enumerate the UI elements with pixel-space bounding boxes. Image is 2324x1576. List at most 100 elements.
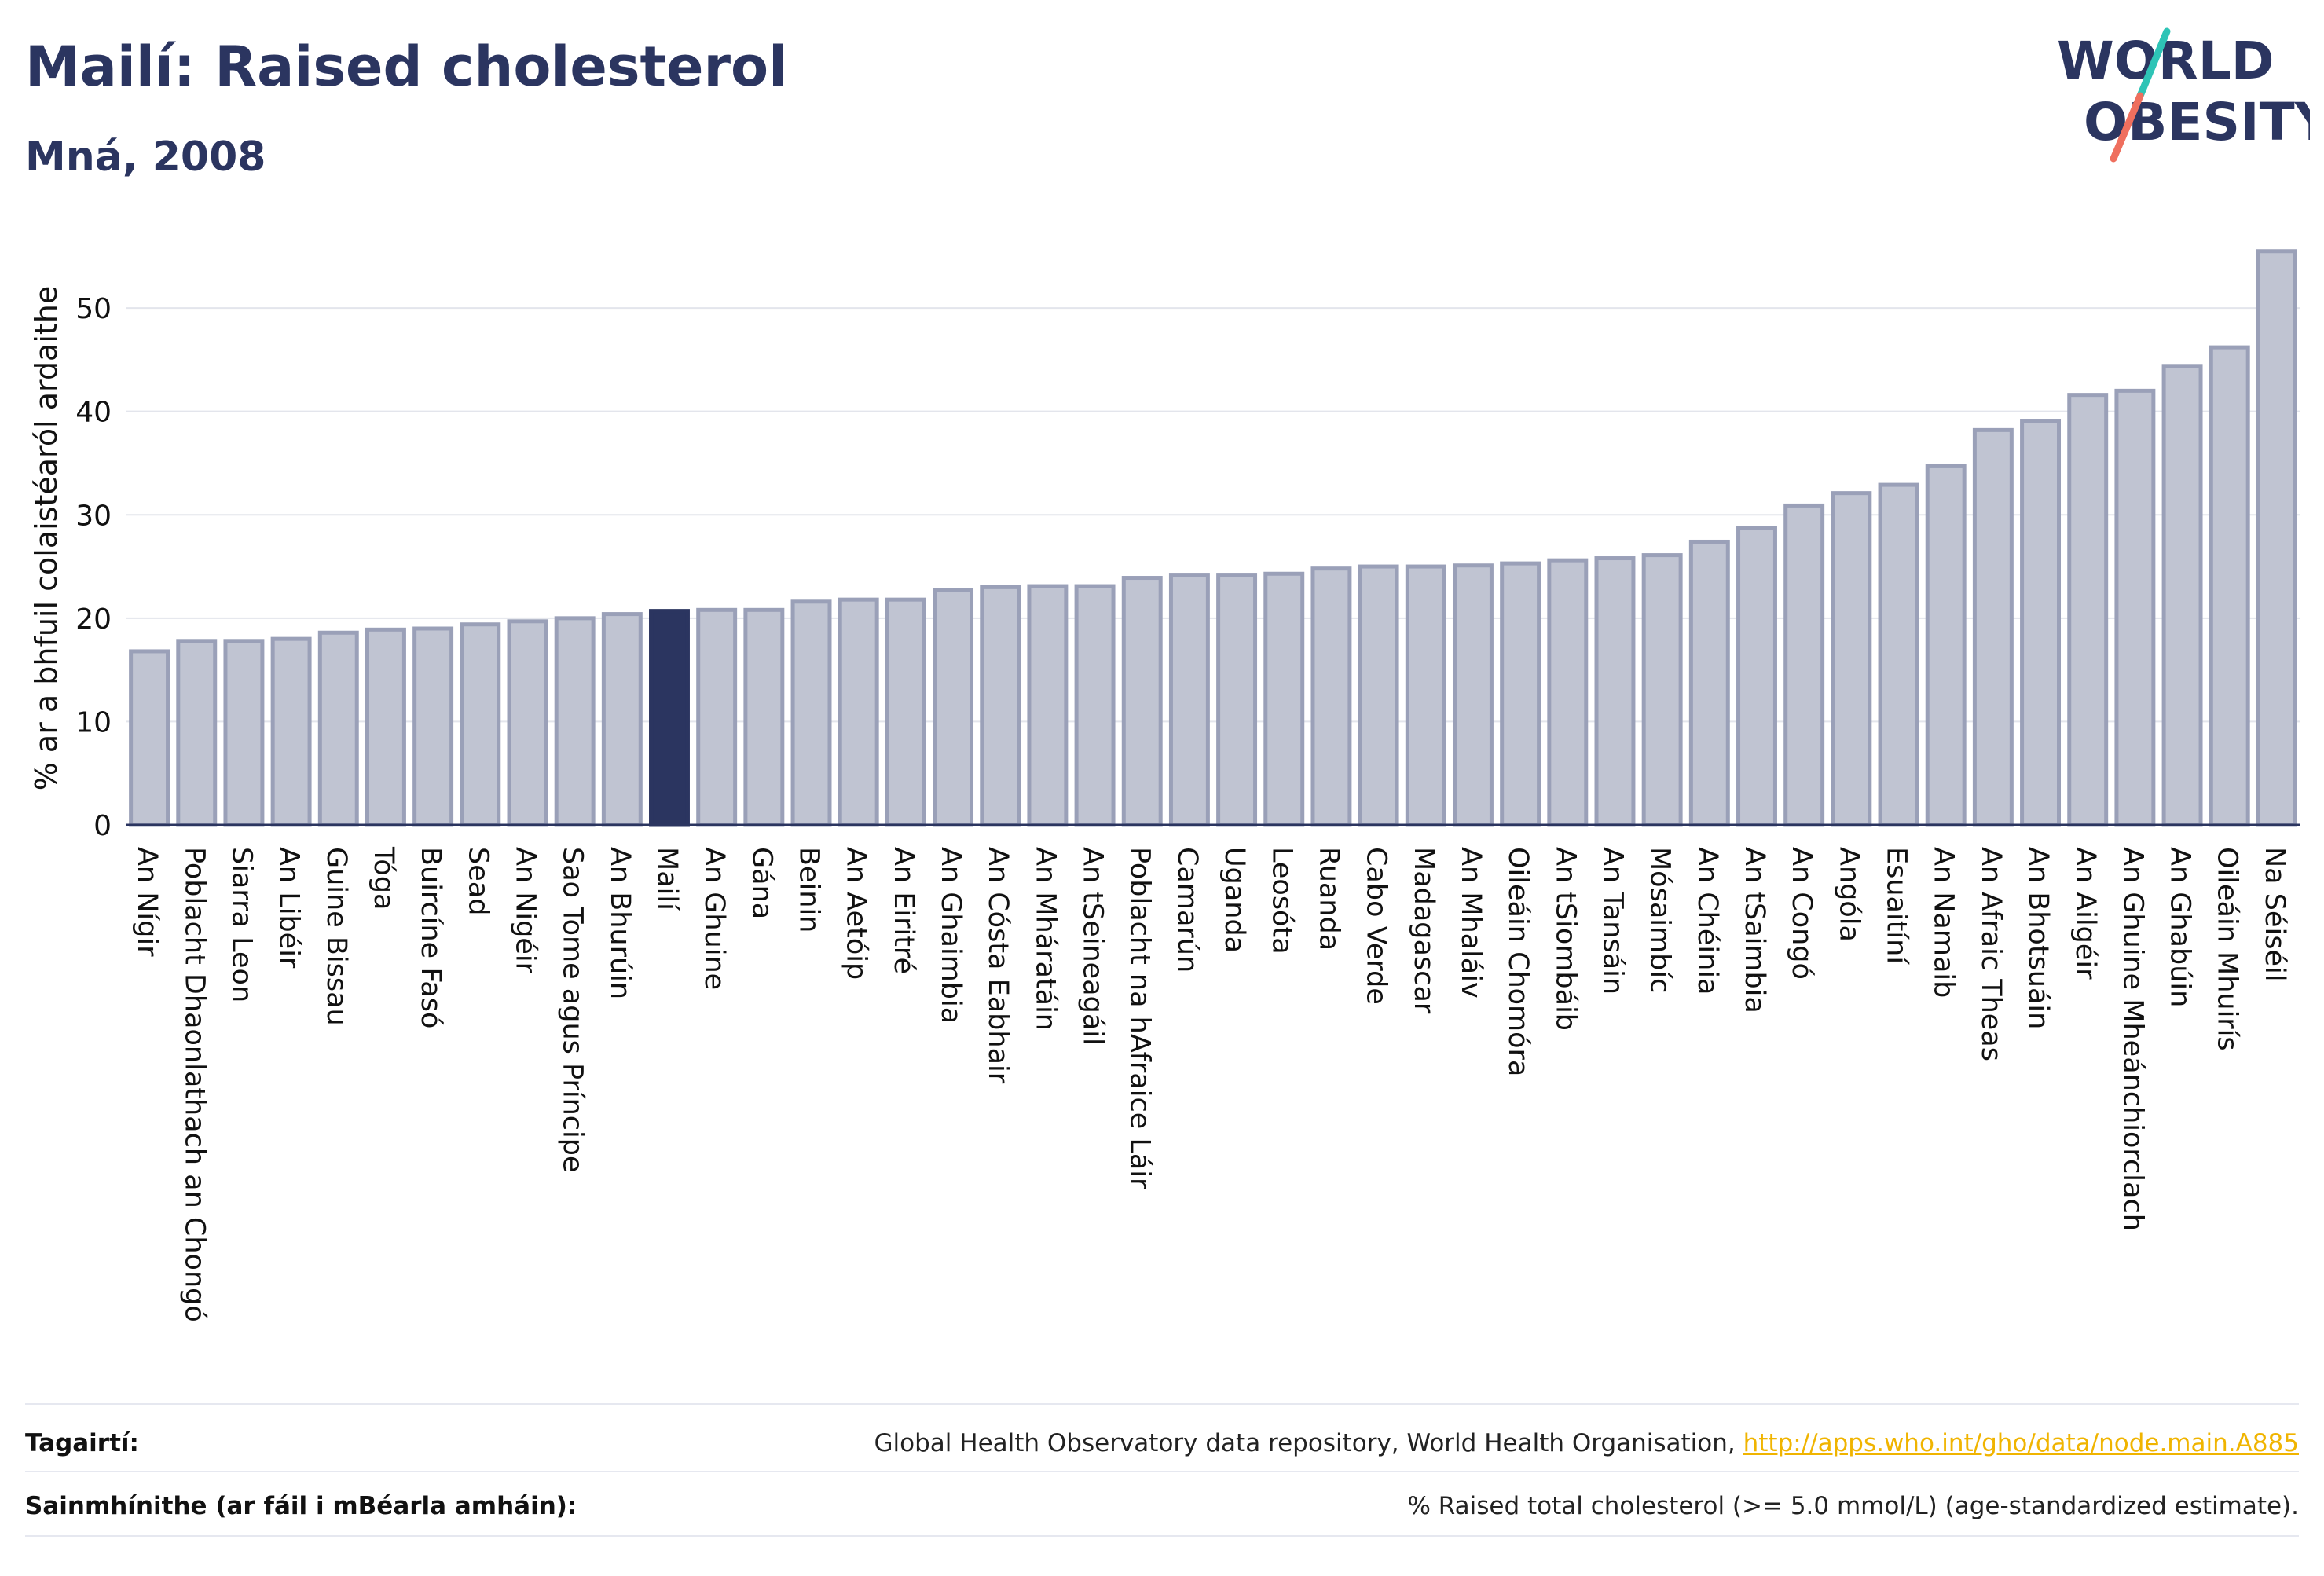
definitions-label: Sainmhínithe (ar fáil i mBéarla amháin): <box>25 1492 577 1520</box>
footer-divider-middle <box>25 1471 2299 1472</box>
x-tick-label: Angóla <box>1833 847 1864 942</box>
x-tick-label: An Chéinia <box>1692 847 1723 995</box>
x-tick-label: An Nigéir <box>509 847 541 974</box>
bar <box>1263 571 1305 827</box>
bar <box>933 588 974 827</box>
y-tick-label: 10 <box>75 706 112 739</box>
y-tick-label: 30 <box>75 500 112 532</box>
y-tick-label: 40 <box>75 397 112 429</box>
x-tick-label: Mósaimbíc <box>1644 847 1676 993</box>
bar <box>176 639 218 827</box>
bar <box>1831 491 1872 827</box>
bar <box>507 619 548 827</box>
bar <box>1783 503 1825 827</box>
footer-divider-bottom <box>25 1535 2299 1537</box>
bar <box>2067 393 2109 827</box>
x-tick-label: Camarún <box>1171 847 1203 973</box>
x-tick-label: Ruanda <box>1313 847 1344 951</box>
x-tick-label: Cabo Verde <box>1361 847 1392 1005</box>
x-tick-label: Oileáin Chomóra <box>1502 847 1534 1076</box>
x-tick-label: An Nígir <box>131 847 163 957</box>
bar <box>696 607 738 827</box>
world-obesity-logo: WORLD OBESITY <box>2057 27 2310 163</box>
x-tick-label: Sead <box>462 847 493 915</box>
x-tick-label: An Aetóip <box>841 847 872 980</box>
bar <box>1121 576 1163 827</box>
y-tick-label: 50 <box>75 293 112 325</box>
footer-definitions-row: Sainmhínithe (ar fáil i mBéarla amháin):… <box>25 1475 2299 1537</box>
bar <box>1641 553 1683 827</box>
bar <box>1074 584 1116 827</box>
x-tick-label: Leosóta <box>1266 847 1297 955</box>
references-text: Global Health Observatory data repositor… <box>874 1429 1736 1457</box>
bar <box>743 607 785 827</box>
x-tick-label: An Ghabúin <box>2165 847 2196 1007</box>
x-tick-label: Na Séiséil <box>2259 847 2290 981</box>
x-tick-label: An Mháratáin <box>1029 847 1061 1031</box>
x-tick-label: An Eiritré <box>888 847 919 974</box>
bar <box>129 649 170 827</box>
x-tick-label: An Bhotsuáin <box>2022 847 2054 1029</box>
references-link[interactable]: http://apps.who.int/gho/data/node.main.A… <box>1743 1429 2299 1457</box>
bar <box>412 626 454 827</box>
footer-divider-top <box>25 1403 2299 1405</box>
bar <box>601 612 643 827</box>
x-tick-label: An Congó <box>1786 847 1817 980</box>
x-tick-label: An tSeineagáil <box>1077 847 1109 1046</box>
x-tick-label: An Ghaimbia <box>935 847 966 1024</box>
bar <box>223 639 265 827</box>
references-label: Tagairtí: <box>25 1429 139 1457</box>
logo-slash-teal <box>2136 27 2171 100</box>
bar <box>2256 249 2297 827</box>
x-tick-label: Siarra Leon <box>225 847 257 1002</box>
x-tick-label: Guine Bissau <box>321 847 352 1026</box>
x-tick-label: An Bhurúin <box>604 847 636 999</box>
x-tick-label: An tSiombáib <box>1549 847 1581 1031</box>
bar <box>1688 539 1730 827</box>
x-tick-label: Esuaitíní <box>1881 847 1912 965</box>
references-value: Global Health Observatory data repositor… <box>874 1429 2299 1457</box>
x-tick-label: Poblacht Dhaonlathach an Chongó <box>178 847 210 1322</box>
bar <box>1925 464 1967 827</box>
x-tick-label: An Tansáin <box>1596 847 1628 995</box>
x-tick-label: Gána <box>746 847 777 919</box>
bar <box>1027 584 1069 827</box>
bar <box>1452 563 1494 827</box>
bar <box>1547 558 1589 827</box>
logo-slash-coral <box>2110 92 2144 163</box>
x-tick-label: Mailí <box>651 847 683 911</box>
x-tick-label: Madagascar <box>1408 847 1439 1014</box>
bar <box>885 597 926 827</box>
bar <box>1405 564 1446 827</box>
footer-references-row: Tagairtí: Global Health Observatory data… <box>25 1413 2299 1474</box>
x-tick-label: Uganda <box>1219 847 1250 953</box>
x-tick-label: An Ghuine <box>698 847 730 990</box>
bar-chart: 0 10 20 30 40 50 An Nígir Poblacht Dhaonlathac… <box>29 249 2300 1322</box>
bar <box>1216 573 1258 827</box>
bar <box>1878 482 1919 827</box>
bar <box>1500 561 1541 827</box>
bar <box>365 627 406 827</box>
y-tick-label: 0 <box>93 810 112 842</box>
bars <box>129 249 2297 827</box>
x-tick-label: An Ailgéir <box>2069 847 2101 980</box>
page-title: Mailí: Raised cholesterol <box>25 35 788 99</box>
definitions-value: % Raised total cholesterol (>= 5.0 mmol/… <box>1407 1492 2299 1520</box>
bar <box>1358 564 1399 827</box>
bar <box>2209 345 2250 827</box>
bar <box>317 630 359 827</box>
x-tick-label: Sao Tome agus Príncipe <box>557 847 588 1173</box>
x-tick-label: An Mhaláiv <box>1455 847 1486 999</box>
y-axis-ticks: 0 10 20 30 40 50 <box>75 293 112 842</box>
x-tick-label: Beinin <box>794 847 825 933</box>
x-tick-label: Oileáin Mhuirís <box>2212 847 2243 1051</box>
bar <box>790 599 832 827</box>
y-axis-label: % ar a bhfuil colaistéaról ardaithe <box>29 286 64 791</box>
bar <box>1736 526 1777 827</box>
x-tick-label: An Ghuine Mheánchiorclach <box>2117 847 2148 1231</box>
bar <box>2020 419 2062 827</box>
x-tick-label: Buircíne Fasó <box>415 847 446 1028</box>
bar <box>1972 427 2014 827</box>
x-axis-labels: An Nígir Poblacht Dhaonlathach an Chongó S… <box>131 846 2290 1322</box>
bar <box>1310 566 1352 827</box>
